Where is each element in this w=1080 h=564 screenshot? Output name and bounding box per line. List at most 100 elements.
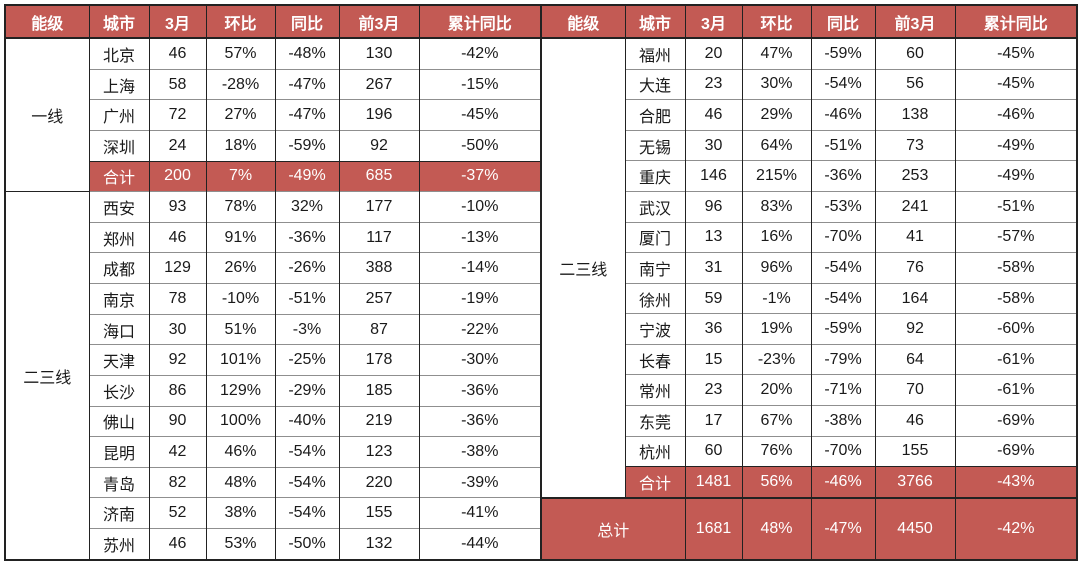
value-cell: -43% <box>954 466 1078 498</box>
table-row: 长春 15 -23% -79% 64 -61% <box>541 343 1078 375</box>
header-cell: 累计同比 <box>418 5 542 39</box>
header-cell: 3月 <box>148 5 207 39</box>
table-row: 武汉 96 83% -53% 241 -51% <box>541 191 1078 223</box>
table-row: 东莞 17 67% -38% 46 -69% <box>541 405 1078 437</box>
value-cell: 93 <box>148 191 207 223</box>
value-cell: -13% <box>418 221 542 253</box>
value-cell: 388 <box>338 252 420 284</box>
city-cell: 深圳 <box>88 129 150 162</box>
table-row: 合计 200 7% -49% 685 -37% <box>5 160 542 192</box>
value-cell: -29% <box>274 374 340 407</box>
table-row: 上海 58 -28% -47% 267 -15% <box>5 68 542 100</box>
table-row: 合肥 46 29% -46% 138 -46% <box>541 99 1078 131</box>
value-cell: -47% <box>274 68 340 100</box>
value-cell: -61% <box>954 343 1078 375</box>
header-cell: 累计同比 <box>954 5 1078 39</box>
value-cell: -30% <box>418 344 542 376</box>
value-cell: -54% <box>810 252 876 284</box>
value-cell: -15% <box>418 68 542 100</box>
value-cell: -54% <box>810 68 876 100</box>
table-row: 徐州 59 -1% -54% 164 -58% <box>541 282 1078 314</box>
table-row: 深圳 24 18% -59% 92 -50% <box>5 129 542 162</box>
value-cell: 42 <box>148 436 207 468</box>
value-cell: -44% <box>418 528 542 560</box>
value-cell: 78% <box>205 191 276 223</box>
grand-total-row: 总计 1681 48% -47% 4450 -42% <box>540 497 1078 560</box>
table-row: 郑州 46 91% -36% 117 -13% <box>5 221 542 253</box>
city-cell: 海口 <box>88 313 150 345</box>
table-header: 能级 城市 3月 环比 同比 前3月 累计同比 <box>540 5 1078 39</box>
value-cell: -41% <box>418 497 542 529</box>
value-cell: -49% <box>954 129 1078 161</box>
city-cell: 郑州 <box>88 221 150 253</box>
value-cell: 26% <box>205 252 276 284</box>
value-cell: 27% <box>205 99 276 131</box>
value-cell: 41 <box>874 221 956 253</box>
value-cell: -69% <box>954 405 1078 437</box>
city-cell: 济南 <box>88 497 150 529</box>
tier-cell: 二三线 <box>4 191 90 560</box>
table-row: 苏州 46 53% -50% 132 -44% <box>5 528 542 560</box>
header-cell: 同比 <box>274 5 340 39</box>
table-row: 二三线 福州 20 47% -59% 60 -45% <box>540 37 1078 498</box>
header-cell: 环比 <box>205 5 276 39</box>
city-cell: 南京 <box>88 283 150 315</box>
table-header: 能级 城市 3月 环比 同比 前3月 累计同比 <box>4 5 542 39</box>
value-cell: 48% <box>205 466 276 498</box>
value-cell: 82 <box>148 466 207 498</box>
value-cell: 92 <box>338 129 420 162</box>
value-cell: -51% <box>274 283 340 315</box>
value-cell: 96 <box>684 191 743 223</box>
value-cell: 92 <box>874 313 956 345</box>
value-cell: -54% <box>810 282 876 314</box>
value-cell: 83% <box>741 191 812 223</box>
value-cell: 30 <box>148 313 207 345</box>
value-cell: 64 <box>874 343 956 375</box>
value-cell: -50% <box>418 129 542 162</box>
city-cell: 福州 <box>624 37 686 70</box>
city-cell: 天津 <box>88 344 150 376</box>
value-cell: -42% <box>418 37 542 70</box>
header-cell: 3月 <box>684 5 743 39</box>
value-cell: 31 <box>684 252 743 284</box>
value-cell: -10% <box>418 191 542 223</box>
value-cell: -61% <box>954 374 1078 406</box>
value-cell: 46 <box>148 528 207 560</box>
value-cell: -60% <box>954 313 1078 345</box>
value-cell: -23% <box>741 343 812 375</box>
value-cell: -51% <box>954 191 1078 223</box>
header-cell: 前3月 <box>874 5 956 39</box>
value-cell: 52 <box>148 497 207 529</box>
value-cell: -49% <box>954 160 1078 192</box>
value-cell: 196 <box>338 99 420 131</box>
value-cell: 51% <box>205 313 276 345</box>
value-cell: 56 <box>874 68 956 100</box>
value-cell: 46% <box>205 436 276 468</box>
value-cell: 241 <box>874 191 956 223</box>
value-cell: 685 <box>338 160 420 192</box>
value-cell: -38% <box>810 405 876 437</box>
value-cell: 64% <box>741 129 812 161</box>
value-cell: -26% <box>274 252 340 284</box>
table-row: 长沙 86 129% -29% 185 -36% <box>5 374 542 407</box>
value-cell: -59% <box>810 313 876 345</box>
table-row: 重庆 146 215% -36% 253 -49% <box>541 160 1078 192</box>
city-cell: 佛山 <box>88 405 150 437</box>
city-cell: 北京 <box>88 37 150 70</box>
value-cell: 23 <box>684 68 743 100</box>
table-row: 昆明 42 46% -54% 123 -38% <box>5 436 542 468</box>
value-cell: 101% <box>205 344 276 376</box>
value-cell: -71% <box>810 374 876 406</box>
value-cell: -79% <box>810 343 876 375</box>
city-cell: 大连 <box>624 68 686 100</box>
tier-cell: 一线 <box>4 37 90 192</box>
city-cell: 上海 <box>88 68 150 100</box>
value-cell: -36% <box>418 405 542 437</box>
value-cell: 76% <box>741 435 812 467</box>
value-cell: -3% <box>274 313 340 345</box>
value-cell: -37% <box>418 160 542 192</box>
tier-cell: 二三线 <box>540 37 626 498</box>
city-cell: 常州 <box>624 374 686 406</box>
value-cell: 72 <box>148 99 207 131</box>
value-cell: 138 <box>874 99 956 131</box>
